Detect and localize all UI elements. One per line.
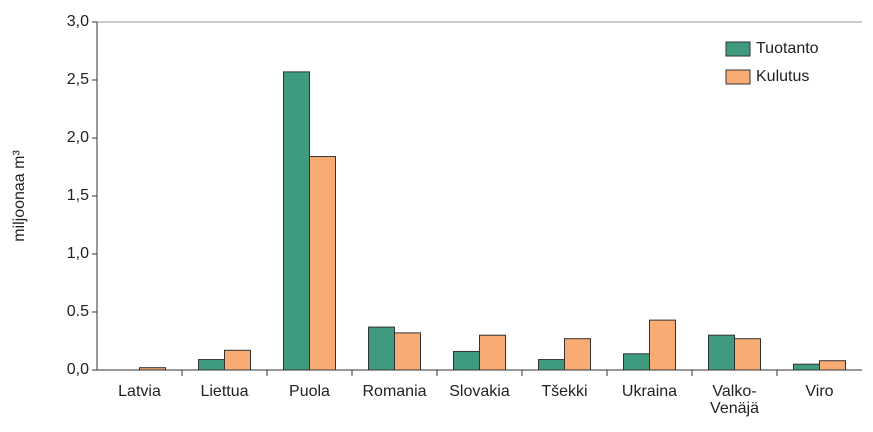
bar	[309, 156, 336, 371]
y-axis-label: miljoonaa m³	[11, 150, 28, 242]
x-tick-label: Ukraina	[622, 383, 677, 400]
bar	[394, 332, 421, 371]
x-tick-label: Viro	[805, 383, 833, 400]
y-tick-label: 2,0	[67, 129, 89, 146]
bar	[224, 349, 251, 371]
bar	[479, 334, 506, 371]
bar	[734, 338, 761, 371]
y-tick-label: 0,0	[67, 361, 89, 378]
x-tick-label: Slovakia	[449, 383, 510, 400]
bar	[819, 360, 846, 371]
y-tick-label: 0.5	[67, 303, 89, 320]
bar	[708, 334, 735, 371]
y-tick-label: 1,5	[67, 187, 89, 204]
bar	[368, 326, 395, 371]
bar	[283, 71, 310, 371]
x-tick-label: Liettua	[200, 383, 248, 400]
x-tick-label: Tšekki	[541, 383, 587, 400]
y-tick-label: 2,5	[67, 71, 89, 88]
bar	[623, 353, 650, 371]
legend-swatch	[725, 69, 751, 85]
bar	[198, 359, 225, 371]
x-tick-label: Latvia	[118, 383, 161, 400]
bar	[564, 338, 591, 371]
bar	[793, 363, 820, 371]
bar	[453, 350, 480, 371]
bar	[649, 319, 676, 371]
legend-label: Kulutus	[756, 68, 809, 85]
x-tick-label: Puola	[289, 383, 330, 400]
y-tick-label: 3,0	[67, 13, 89, 30]
y-tick-label: 1,0	[67, 245, 89, 262]
legend-label: Tuotanto	[756, 40, 819, 57]
x-tick-label: Valko-Venäjä	[710, 383, 759, 417]
bar	[538, 359, 565, 371]
legend-swatch	[725, 41, 751, 57]
x-tick-label: Romania	[362, 383, 426, 400]
